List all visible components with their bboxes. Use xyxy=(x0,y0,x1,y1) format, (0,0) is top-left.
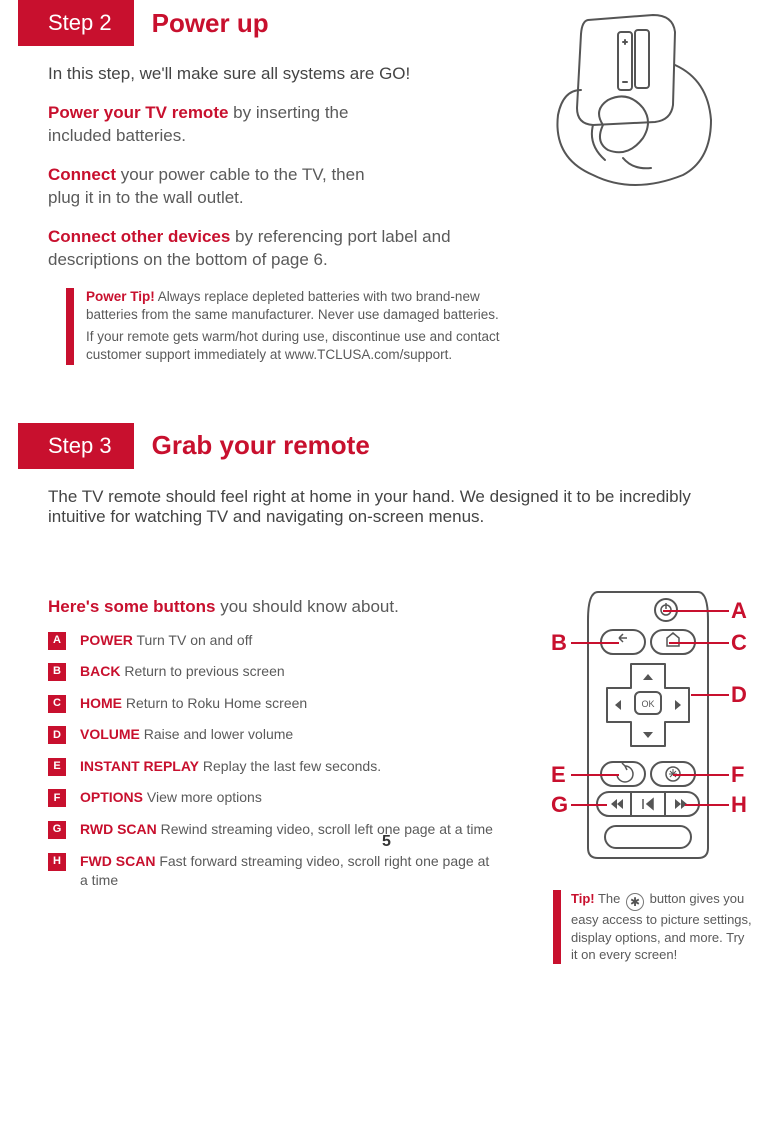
step2-p1: Power your TV remote by inserting the in… xyxy=(48,102,388,148)
step3-intro: The TV remote should feel right at home … xyxy=(48,487,728,527)
legend-letter-c: C xyxy=(48,695,66,713)
legend-desc-e: INSTANT REPLAY Replay the last few secon… xyxy=(80,757,381,777)
lead-line xyxy=(571,774,619,776)
battery-hand-illustration xyxy=(533,10,733,195)
step2-p3: Connect other devices by referencing por… xyxy=(48,226,488,272)
step2-p1-bold: Power your TV remote xyxy=(48,103,228,122)
callout-b: B xyxy=(551,630,567,656)
legend-desc-h: FWD SCAN Fast forward streaming video, s… xyxy=(80,852,495,891)
svg-text:OK: OK xyxy=(641,699,654,709)
options-tip-box: Tip! The ✱ button gives you easy access … xyxy=(553,890,753,964)
subhead-bold: Here's some buttons xyxy=(48,597,215,616)
legend-letter-f: F xyxy=(48,789,66,807)
lead-line xyxy=(571,642,619,644)
remote-column: OK xyxy=(553,590,753,964)
page-number: 5 xyxy=(0,833,773,851)
power-tip-box: Power Tip! Always replace depleted batte… xyxy=(66,288,526,365)
legend-letter-a: A xyxy=(48,632,66,650)
options-tip-text: Tip! The ✱ button gives you easy access … xyxy=(571,890,753,964)
power-tip-label: Power Tip! xyxy=(86,289,155,304)
step3-header: Step 3 Grab your remote xyxy=(18,423,729,469)
lead-line xyxy=(571,804,607,806)
step2-p2-bold: Connect xyxy=(48,165,116,184)
asterisk-icon: ✱ xyxy=(626,893,644,911)
callout-c: C xyxy=(731,630,747,656)
legend-desc-a: POWER Turn TV on and off xyxy=(80,631,252,651)
options-tip-label: Tip! xyxy=(571,891,595,906)
legend-desc-f: OPTIONS View more options xyxy=(80,788,262,808)
step2-p3-bold: Connect other devices xyxy=(48,227,230,246)
subhead-rest: you should know about. xyxy=(215,597,398,616)
step2-title: Power up xyxy=(152,8,269,39)
legend-desc-c: HOME Return to Roku Home screen xyxy=(80,694,307,714)
step3-title: Grab your remote xyxy=(152,430,370,461)
callout-f: F xyxy=(731,762,744,788)
callout-a: A xyxy=(731,598,747,624)
callout-h: H xyxy=(731,792,747,818)
callout-d: D xyxy=(731,682,747,708)
power-tip-line1: Power Tip! Always replace depleted batte… xyxy=(86,288,526,324)
step2-badge: Step 2 xyxy=(18,0,134,46)
legend-desc-b: BACK Return to previous screen xyxy=(80,662,285,682)
legend-letter-d: D xyxy=(48,726,66,744)
callout-e: E xyxy=(551,762,566,788)
lead-line xyxy=(663,610,729,612)
step2-p2: Connect your power cable to the TV, then… xyxy=(48,164,388,210)
legend-letter-e: E xyxy=(48,758,66,776)
legend-desc-d: VOLUME Raise and lower volume xyxy=(80,725,293,745)
lead-line xyxy=(691,694,729,696)
lead-line xyxy=(685,804,729,806)
lead-line xyxy=(673,774,729,776)
legend-letter-h: H xyxy=(48,853,66,871)
callout-g: G xyxy=(551,792,568,818)
lead-line xyxy=(669,642,729,644)
legend-letter-b: B xyxy=(48,663,66,681)
power-tip-l2: If your remote gets warm/hot during use,… xyxy=(86,328,526,364)
options-tip-pre: The xyxy=(595,891,624,906)
step3-badge: Step 3 xyxy=(18,423,134,469)
